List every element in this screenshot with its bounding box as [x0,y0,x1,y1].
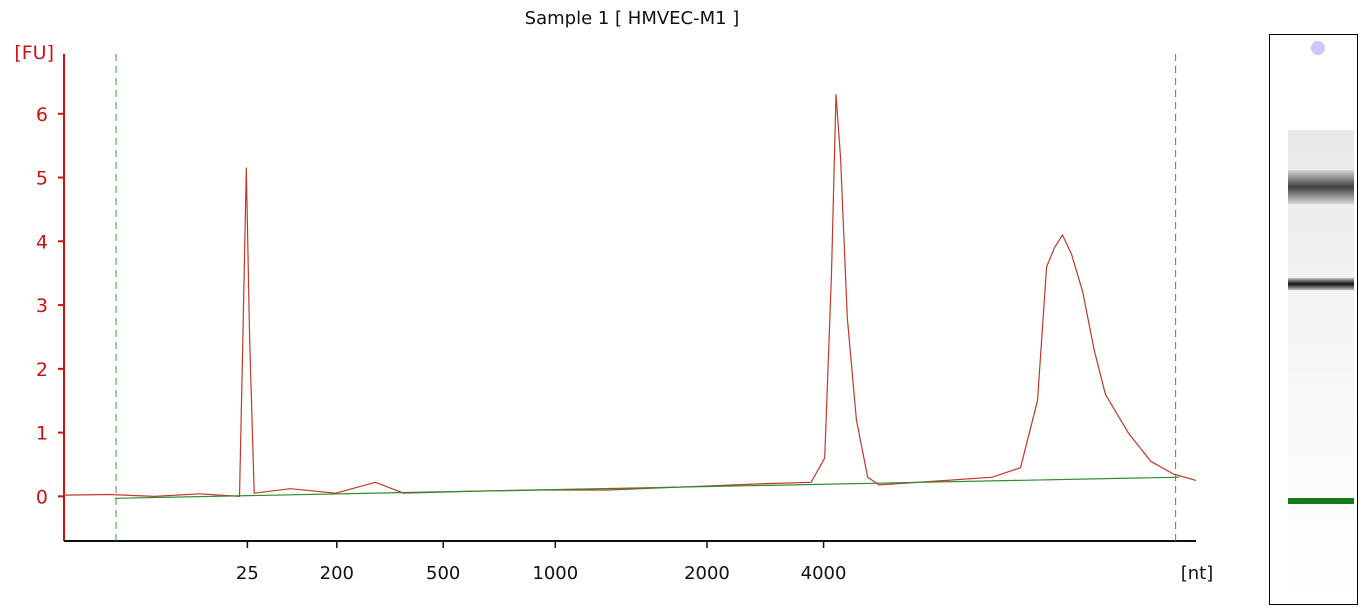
y-tick-label: 3 [36,295,48,317]
x-tick-label: 500 [426,563,460,584]
x-tick-label: 2000 [684,563,730,584]
y-axis-label: [FU] [14,42,54,64]
baseline-line [114,476,1180,499]
gel-band-middle [1288,278,1354,290]
axes [63,54,1196,542]
electropherogram-chart: Sample 1 [ HMVEC-M1 ] 0 1 2 3 4 5 6 [FU] 25 200 50… [14,8,1213,584]
marker-lines [115,54,1177,541]
well-icon [1311,41,1325,55]
chart-title: Sample 1 [ HMVEC-M1 ] [525,8,740,29]
gel-band-upper [1288,170,1354,204]
gel-lane [1288,130,1354,602]
x-axis-label: [nt] [1181,563,1214,584]
y-tick-label: 6 [36,104,48,126]
y-tick-label: 0 [36,486,48,508]
gel-image [1269,34,1358,605]
gel-marker-band [1288,498,1354,504]
x-tick-label: 4000 [801,563,847,584]
ticks: 0 1 2 3 4 5 6 [FU] 25 200 500 1000 2000 4000 [nt] [14,42,1213,584]
y-tick-label: 1 [36,423,48,445]
x-tick-label: 200 [320,563,354,584]
x-tick-label: 1000 [532,563,578,584]
y-tick-label: 4 [36,231,48,253]
series-lines [63,93,1197,499]
x-tick-label: 25 [236,563,259,584]
y-tick-label: 5 [36,168,48,190]
y-tick-label: 2 [36,359,48,381]
signal-trace-line [63,93,1197,497]
